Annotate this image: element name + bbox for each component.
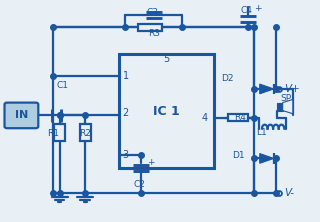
Text: 3: 3 xyxy=(123,150,129,160)
Text: D1: D1 xyxy=(232,151,244,161)
Polygon shape xyxy=(260,154,274,163)
Text: IN: IN xyxy=(15,110,28,120)
Text: 1: 1 xyxy=(123,71,129,81)
Text: V+: V+ xyxy=(284,84,300,94)
Text: D2: D2 xyxy=(221,74,233,83)
Text: C1: C1 xyxy=(57,81,69,90)
Text: 4: 4 xyxy=(202,113,208,123)
FancyBboxPatch shape xyxy=(4,103,38,128)
Bar xyxy=(277,103,283,111)
Text: 2: 2 xyxy=(123,108,129,118)
Text: 5: 5 xyxy=(163,54,170,64)
Text: +: + xyxy=(254,4,261,13)
Polygon shape xyxy=(260,84,274,94)
Text: R1: R1 xyxy=(47,129,59,138)
Text: IC 1: IC 1 xyxy=(153,105,180,117)
Text: C2: C2 xyxy=(133,180,145,189)
Bar xyxy=(54,124,65,141)
Text: R3: R3 xyxy=(148,29,160,38)
Text: C4: C4 xyxy=(240,6,252,15)
Text: C3: C3 xyxy=(146,8,158,17)
Text: R4: R4 xyxy=(234,113,245,122)
Bar xyxy=(139,24,162,31)
Text: V-: V- xyxy=(284,188,294,198)
Text: L1: L1 xyxy=(257,128,267,137)
Bar xyxy=(119,54,214,168)
Bar xyxy=(228,114,248,121)
Text: SP: SP xyxy=(280,94,292,103)
Text: +: + xyxy=(147,159,155,167)
Text: R2: R2 xyxy=(79,129,91,138)
Bar xyxy=(80,124,91,141)
Polygon shape xyxy=(283,99,293,114)
